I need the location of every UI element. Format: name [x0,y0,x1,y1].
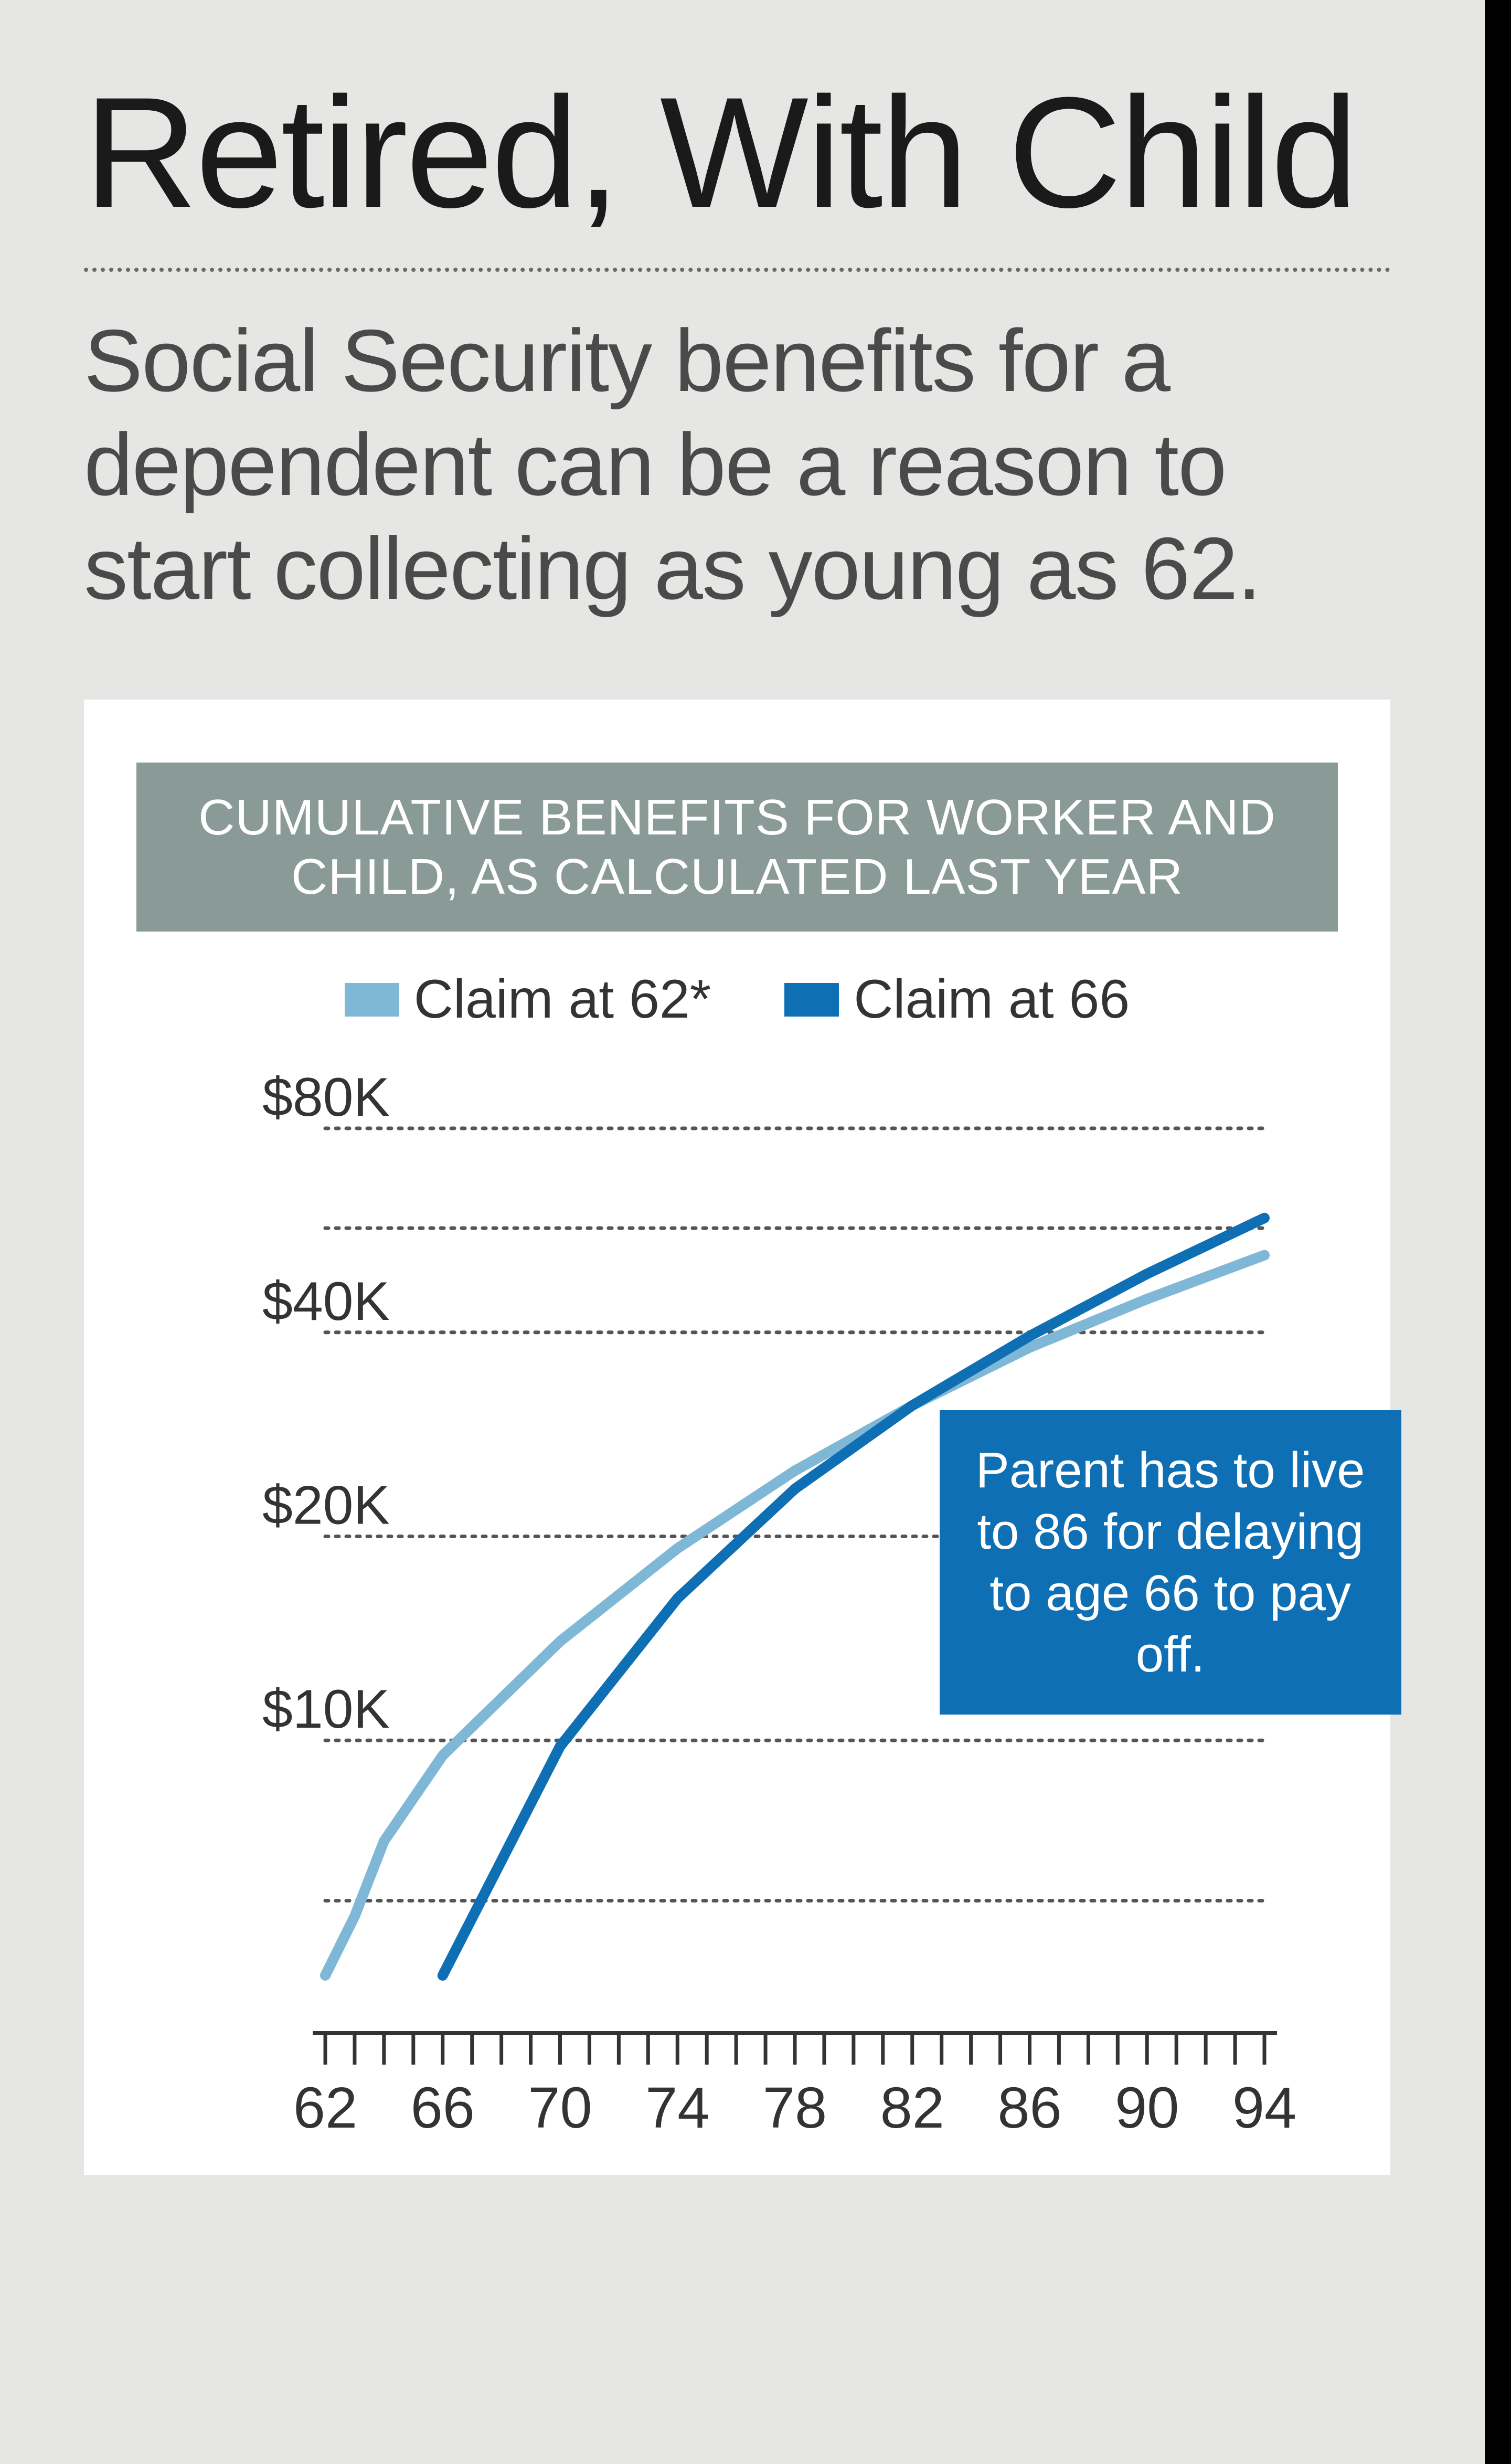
svg-text:70: 70 [528,2076,592,2140]
legend-swatch-claim62 [345,983,399,1017]
legend-swatch-claim66 [784,983,839,1017]
svg-text:66: 66 [411,2076,475,2140]
svg-text:$80K: $80K [262,1067,390,1128]
svg-text:62: 62 [293,2076,357,2140]
legend-label-claim66: Claim at 66 [854,968,1130,1031]
chart-card: CUMULATIVE BENEFITS FOR WORKER AND CHILD… [84,700,1390,2175]
page-subtitle: Social Security benefits for a dependent… [84,309,1390,621]
legend-item-claim62: Claim at 62* [345,968,711,1031]
legend-item-claim66: Claim at 66 [784,968,1130,1031]
page-root: Retired, With Child Social Security bene… [0,0,1511,2464]
svg-text:90: 90 [1115,2076,1179,2140]
svg-text:82: 82 [880,2076,944,2140]
svg-text:$20K: $20K [262,1475,390,1536]
svg-text:78: 78 [763,2076,827,2140]
legend-label-claim62: Claim at 62* [414,968,711,1031]
chart-legend: Claim at 62* Claim at 66 [136,968,1338,1031]
chart-banner: CUMULATIVE BENEFITS FOR WORKER AND CHILD… [136,763,1338,932]
svg-text:$10K: $10K [262,1679,390,1740]
chart-callout: Parent has to live to 86 for delaying to… [940,1410,1401,1715]
chart-plot-wrap: $10K$20K$40K$80K626670747882869094 Paren… [136,1073,1338,2112]
svg-text:86: 86 [997,2076,1061,2140]
svg-text:94: 94 [1232,2076,1296,2140]
page-title: Retired, With Child [84,73,1390,272]
svg-text:$40K: $40K [262,1271,390,1332]
svg-text:74: 74 [645,2076,709,2140]
